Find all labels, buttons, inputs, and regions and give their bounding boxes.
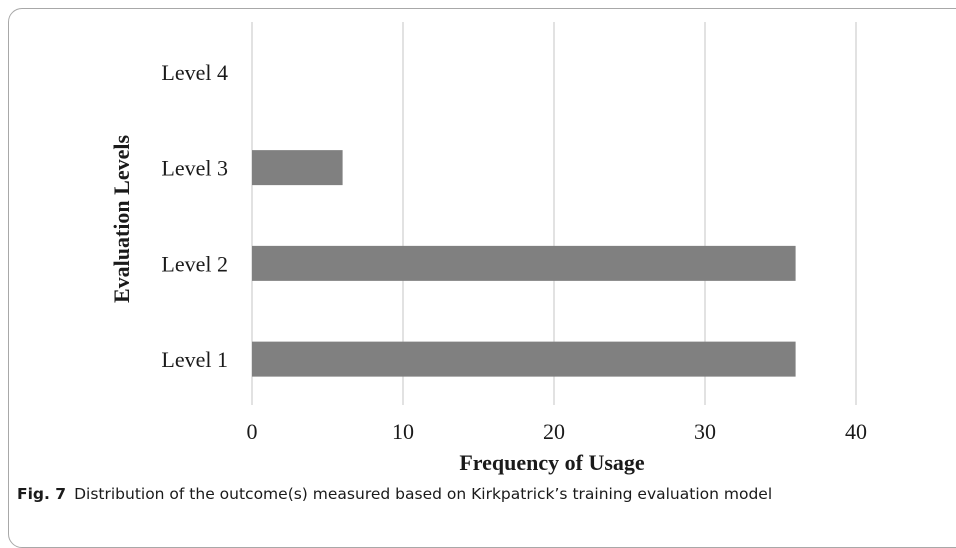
bar-level-3 [252,150,343,186]
category-labels: Level 1 Level 2 Level 3 Level 4 [161,60,228,372]
x-tick-label: 30 [694,419,716,444]
category-label: Level 4 [161,60,228,85]
category-label: Level 2 [161,251,228,276]
x-tick-label: 10 [392,419,414,444]
bar-level-2 [252,245,796,281]
x-tick-labels: 0 10 20 30 40 [247,419,868,444]
caption-text: Distribution of the outcome(s) measured … [74,485,773,503]
y-axis-title: Evaluation Levels [109,135,134,304]
bars [252,150,796,377]
x-tick-label: 20 [543,419,565,444]
x-tick-label: 40 [845,419,867,444]
gridlines [251,22,857,405]
category-label: Level 3 [161,156,228,181]
figure-caption: Fig. 7 Distribution of the outcome(s) mea… [17,485,947,503]
x-tick-label: 0 [247,419,258,444]
bar-chart: Level 1 Level 2 Level 3 Level 4 0 10 20 30 40 F… [109,22,868,475]
caption-label: Fig. 7 [17,485,67,503]
bar-level-1 [252,341,796,377]
category-label: Level 1 [161,347,228,372]
x-axis-title: Frequency of Usage [459,450,645,475]
